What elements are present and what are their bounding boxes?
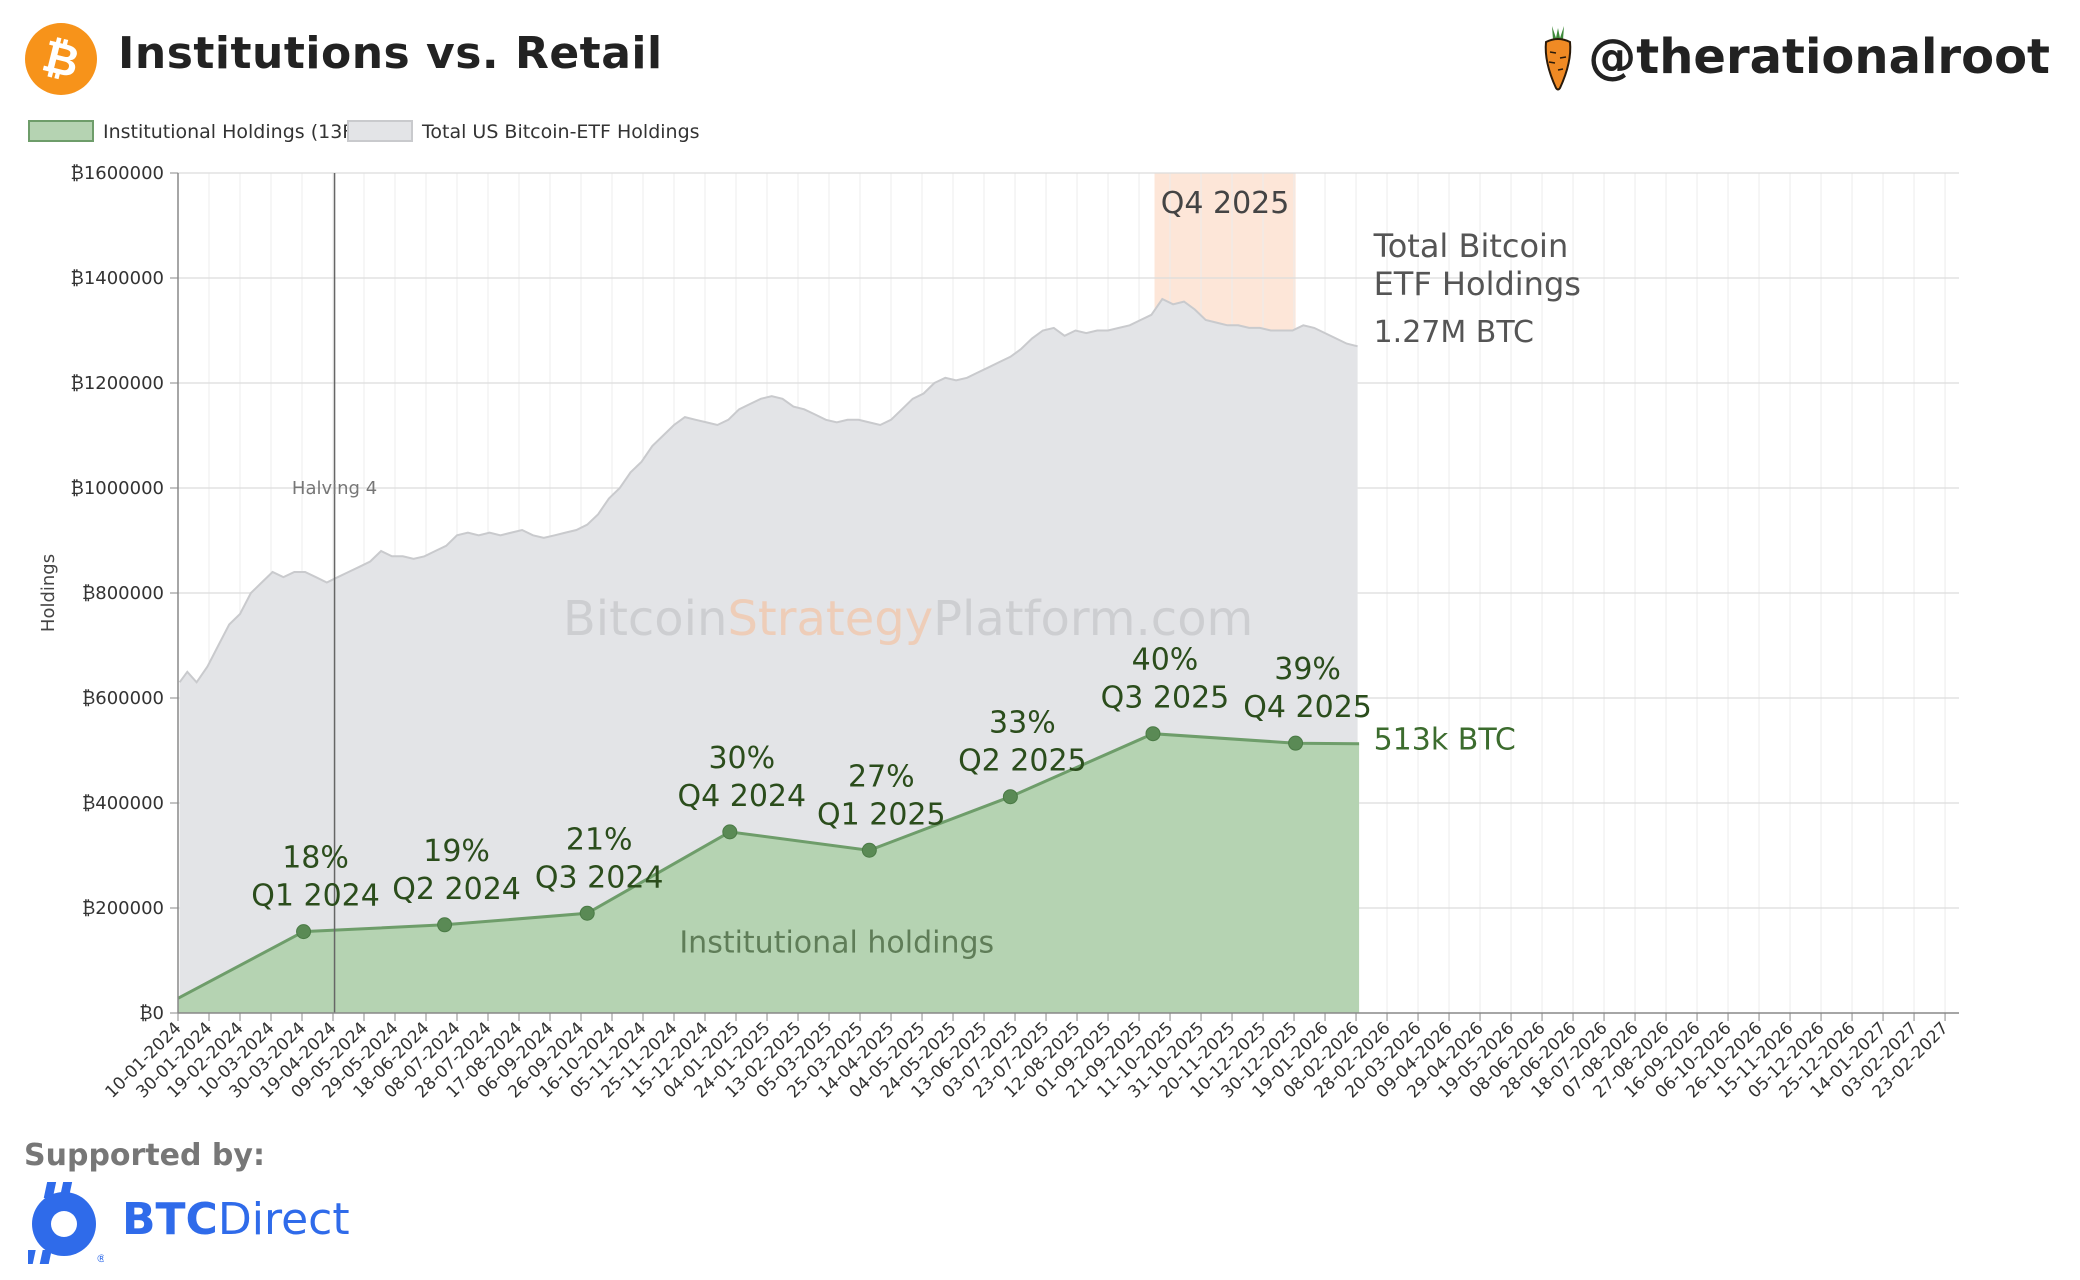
y-tick-label: ₿0 bbox=[139, 1003, 164, 1024]
quarter-point bbox=[437, 917, 453, 933]
btcdirect-wordmark-bold: BTC bbox=[122, 1194, 218, 1245]
legend-swatch-etf[interactable] bbox=[347, 120, 413, 142]
quarter-point bbox=[861, 842, 877, 858]
btcdirect-wordmark-rest: Direct bbox=[217, 1194, 350, 1245]
watermark-part-platform: Platform.com bbox=[933, 591, 1253, 647]
quarter-point-labels: 18%Q1 2024 19%Q2 2024 21%Q3 2024 30%Q4 2024… bbox=[251, 643, 1372, 914]
author-handle: @therationalroot bbox=[1588, 29, 2050, 85]
quarter-percent-label: 30% bbox=[708, 741, 775, 776]
quarter-point bbox=[722, 824, 738, 840]
quarter-percent-label: 21% bbox=[566, 822, 633, 857]
x-axis-ticks: 10-01-202430-01-202419-02-202410-03-2024… bbox=[102, 1013, 1953, 1102]
total-etf-label-line2: ETF Holdings bbox=[1374, 265, 1581, 303]
quarter-percent-label: 19% bbox=[423, 834, 490, 869]
quarter-name-label: Q4 2025 bbox=[1243, 690, 1372, 725]
institutional-value-label: 513k BTC bbox=[1374, 722, 1516, 757]
plot-area: Halving 4 Q4 2025 BitcoinStrategyPlatfor… bbox=[177, 172, 1959, 1013]
quarter-point bbox=[296, 924, 312, 940]
quarter-name-label: Q2 2025 bbox=[958, 744, 1087, 779]
quarter-percent-label: 39% bbox=[1274, 652, 1341, 687]
svg-text:®: ® bbox=[96, 1252, 104, 1264]
carrot-icon bbox=[1545, 26, 1572, 91]
holdings-chart: Institutional Holdings (13F) Total US Bi… bbox=[28, 120, 1959, 1102]
quarter-name-label: Q3 2025 bbox=[1101, 681, 1230, 716]
halving-4-label: Halving 4 bbox=[292, 478, 377, 499]
y-axis-label: Holdings bbox=[38, 554, 59, 632]
quarter-point bbox=[1002, 789, 1018, 805]
btcdirect-logo-icon: ® bbox=[28, 1182, 104, 1264]
quarter-name-label: Q1 2024 bbox=[251, 879, 380, 914]
quarter-percent-label: 40% bbox=[1132, 643, 1199, 678]
quarter-point bbox=[579, 905, 595, 921]
q4-2025-band-label: Q4 2025 bbox=[1161, 186, 1290, 221]
y-tick-label: ₿1400000 bbox=[71, 268, 165, 289]
btcdirect-wordmark: BTCDirect bbox=[122, 1194, 350, 1245]
legend-label-etf[interactable]: Total US Bitcoin-ETF Holdings bbox=[421, 121, 700, 143]
quarter-point bbox=[1145, 726, 1161, 742]
bitcoin-logo-icon: ₿ bbox=[25, 23, 97, 95]
supported-by-label: Supported by: bbox=[24, 1138, 265, 1173]
y-tick-label: ₿600000 bbox=[82, 688, 164, 709]
quarter-percent-label: 33% bbox=[989, 706, 1056, 741]
y-tick-label: ₿800000 bbox=[82, 583, 164, 604]
y-tick-label: ₿1000000 bbox=[71, 478, 165, 499]
quarter-name-label: Q4 2024 bbox=[678, 779, 807, 814]
author-handle-group: @therationalroot bbox=[1538, 22, 2050, 92]
y-tick-label: ₿1600000 bbox=[71, 163, 165, 184]
watermark-part-bitcoin: Bitcoin bbox=[563, 591, 728, 647]
quarter-percent-label: 27% bbox=[848, 759, 915, 794]
header: ₿ Institutions vs. Retail @therationalro… bbox=[0, 0, 2080, 120]
page-title: Institutions vs. Retail bbox=[118, 28, 663, 79]
legend-swatch-institutional[interactable] bbox=[28, 120, 94, 142]
total-etf-value-label: 1.27M BTC bbox=[1374, 315, 1534, 350]
quarter-point bbox=[1288, 735, 1304, 751]
y-tick-label: ₿200000 bbox=[82, 898, 164, 919]
quarter-name-label: Q2 2024 bbox=[392, 872, 521, 907]
quarter-name-label: Q3 2024 bbox=[535, 860, 664, 895]
etf-holdings-line bbox=[178, 297, 1358, 684]
legend-label-institutional[interactable]: Institutional Holdings (13F) bbox=[103, 121, 361, 143]
watermark-part-strategy: Strategy bbox=[727, 591, 933, 647]
institutional-area-label: Institutional holdings bbox=[679, 926, 994, 961]
institutional-holdings-area bbox=[178, 733, 1360, 1013]
total-etf-label-line1: Total Bitcoin bbox=[1373, 227, 1569, 265]
institutional-holdings-line bbox=[177, 732, 1360, 1000]
quarter-name-label: Q1 2025 bbox=[817, 797, 946, 832]
watermark: BitcoinStrategyPlatform.com bbox=[563, 591, 1253, 647]
legend: Institutional Holdings (13F) Total US Bi… bbox=[28, 120, 700, 143]
y-axis-ticks: ₿0 ₿200000 ₿400000 ₿600000 ₿800000 ₿1000000 ₿1… bbox=[71, 163, 178, 1024]
y-tick-label: ₿1200000 bbox=[71, 373, 165, 394]
quarter-points bbox=[296, 726, 1304, 940]
quarter-percent-label: 18% bbox=[282, 841, 349, 876]
y-tick-label: ₿400000 bbox=[82, 793, 164, 814]
